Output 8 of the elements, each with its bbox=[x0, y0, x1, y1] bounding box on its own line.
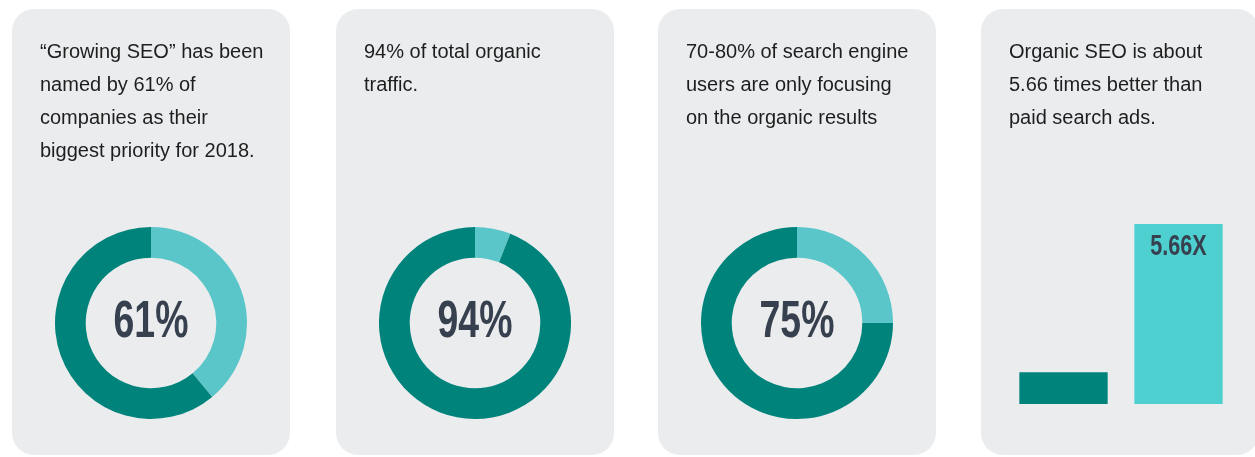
text: 94% bbox=[437, 290, 513, 349]
chart-title: 70-80% of search engine users are only focusing on the organic results bbox=[686, 39, 910, 130]
text: 61% bbox=[113, 290, 189, 349]
text: 75% bbox=[759, 290, 835, 349]
chart-title: Organic SEO is about 5.66 times better than paid search ads. bbox=[1009, 39, 1204, 130]
chart-title: “Growing SEO” has been named by 61% of companies as their biggest priority for 2018. bbox=[40, 39, 265, 163]
chart-title: 94% of total organic traffic. bbox=[364, 39, 542, 97]
data-label: 5.66X bbox=[1150, 227, 1208, 263]
